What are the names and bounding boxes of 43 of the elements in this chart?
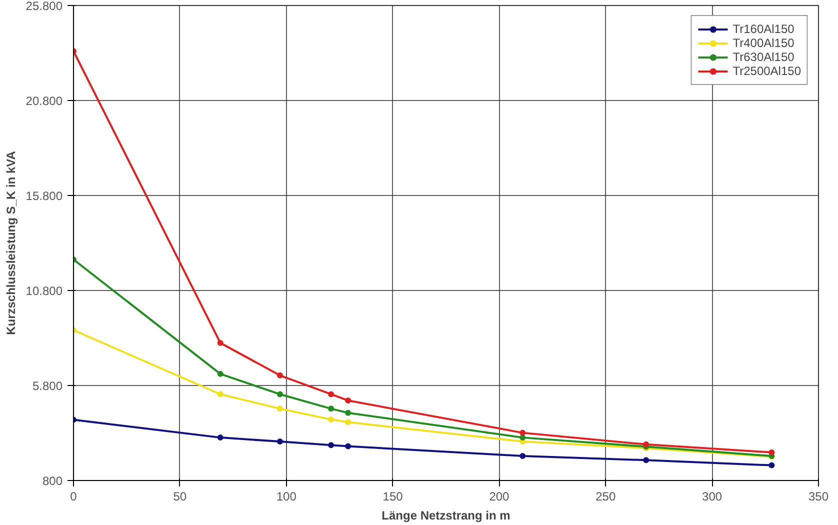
x-tick-label: 350 xyxy=(808,490,829,504)
point xyxy=(520,434,526,441)
x-tick-label: 300 xyxy=(702,490,722,504)
point xyxy=(520,430,526,436)
legend-label: Tr400Al150 xyxy=(732,36,794,50)
legend-label: Tr630Al150 xyxy=(732,50,794,64)
x-axis-title: Länge Netzstrang in m xyxy=(382,508,510,522)
point xyxy=(345,419,352,426)
y-tick-label: 20.800 xyxy=(26,94,63,108)
point xyxy=(217,370,224,377)
point xyxy=(328,442,334,448)
point xyxy=(328,406,334,412)
point xyxy=(643,441,650,448)
x-tick-label: 50 xyxy=(173,490,187,504)
point xyxy=(520,452,526,459)
x-tick-label: 150 xyxy=(382,490,404,504)
y-tick-label: 25.800 xyxy=(26,0,63,13)
point xyxy=(276,391,283,398)
y-tick-label: 800 xyxy=(42,474,63,488)
y-tick-label: 5.800 xyxy=(32,379,63,393)
x-tick-label: 250 xyxy=(596,490,616,504)
x-tick-label: 200 xyxy=(489,490,510,504)
point xyxy=(217,340,224,346)
point xyxy=(345,398,352,404)
y-tick-label: 10.800 xyxy=(26,284,63,298)
legend-label: Tr160Al150 xyxy=(732,22,794,36)
point xyxy=(768,462,775,468)
point xyxy=(328,416,334,423)
point xyxy=(217,434,224,441)
point xyxy=(643,457,650,464)
point xyxy=(768,449,775,456)
point xyxy=(328,391,334,398)
x-tick-label: 0 xyxy=(70,490,78,504)
point xyxy=(345,443,352,450)
legend-label: Tr2500Al150 xyxy=(732,64,801,78)
point xyxy=(276,406,283,412)
x-tick-label: 100 xyxy=(276,490,297,504)
y-tick-label: 15.800 xyxy=(26,189,63,203)
point xyxy=(217,391,224,398)
point xyxy=(345,410,352,416)
y-axis-title: Kurzschlussleistung S_K in kVA xyxy=(4,150,18,335)
point xyxy=(276,438,283,445)
point xyxy=(276,372,283,378)
